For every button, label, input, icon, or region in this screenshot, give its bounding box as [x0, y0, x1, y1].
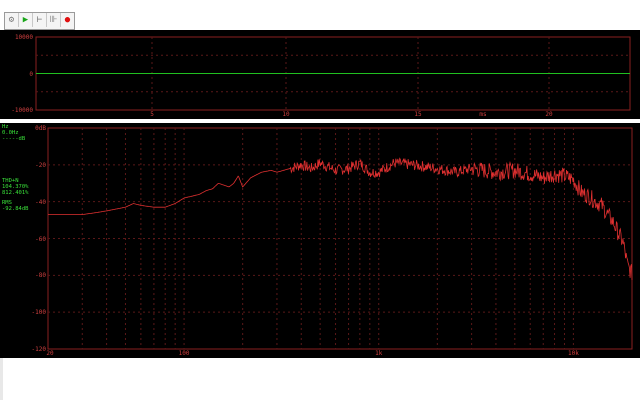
scope-y-tick: 0 [29, 70, 33, 78]
cursor-level-value: -----dB [2, 136, 26, 142]
scope-x-tick: 20 [545, 111, 553, 118]
spectrum-x-tick: 100 [178, 350, 190, 357]
scope-x-tick: ms [479, 111, 487, 118]
thd-value-2: 812.401% [2, 190, 29, 196]
spectrum-panel[interactable]: Hz 0.0Hz -----dB THD+N 104.370% 812.401%… [0, 123, 640, 358]
spectrum-y-tick: -20 [35, 161, 46, 169]
gear-icon: ⚙ [8, 15, 15, 25]
scope-y-tick: -10000 [11, 107, 33, 114]
signal-settings-button[interactable]: ⚙ [5, 13, 19, 27]
rms-value: -92.84dB [2, 206, 29, 212]
thd-value-1: 104.370% [2, 184, 29, 190]
fast-forward-button[interactable]: ⊪ [47, 13, 61, 27]
spectrum-y-tick: -80 [35, 272, 46, 280]
fast-forward-icon: ⊪ [49, 15, 58, 25]
scope-x-tick: 5 [150, 111, 154, 118]
oscilloscope-panel[interactable]: 10000 0 -10000 5 10 15 ms 20 [0, 30, 640, 119]
left-edge-divider [0, 358, 3, 400]
spectrum-y-tick: -100 [31, 309, 46, 317]
scope-x-tick: 10 [282, 111, 290, 118]
scope-y-tick: 10000 [14, 34, 33, 41]
spectrum-x-tick: 10k [567, 350, 579, 357]
toolbar-button-group: ⚙ ▶ ⊢ ⊪ ● [4, 12, 75, 30]
scope-x-tick: 15 [414, 111, 422, 118]
status-area [0, 358, 640, 400]
cursor-frequency-value: 0.0Hz [2, 130, 19, 136]
spectrum-x-tick: 1k [375, 350, 383, 357]
step-icon: ⊢ [36, 15, 43, 25]
thd-label: THD+N [2, 178, 19, 184]
spectrum-x-tick: 20 [46, 350, 54, 357]
spectrum-y-tick: -120 [31, 346, 46, 353]
toolbar: ⚙ ▶ ⊢ ⊪ ● [0, 0, 640, 30]
record-button[interactable]: ● [61, 13, 74, 27]
play-icon: ▶ [22, 15, 29, 25]
cursor-frequency-label: Hz [2, 124, 9, 130]
spectrum-y-tick: -60 [35, 235, 46, 243]
record-icon: ● [64, 15, 71, 25]
oscilloscope-plot[interactable] [0, 30, 640, 119]
spectrum-plot[interactable] [0, 123, 640, 358]
spectrum-y-tick: -40 [35, 198, 46, 206]
step-button[interactable]: ⊢ [33, 13, 47, 27]
rms-label: RMS [2, 200, 12, 206]
spectrum-y-tick: 0dB [35, 125, 46, 132]
spectrum-trace [48, 157, 633, 280]
play-button[interactable]: ▶ [19, 13, 33, 27]
